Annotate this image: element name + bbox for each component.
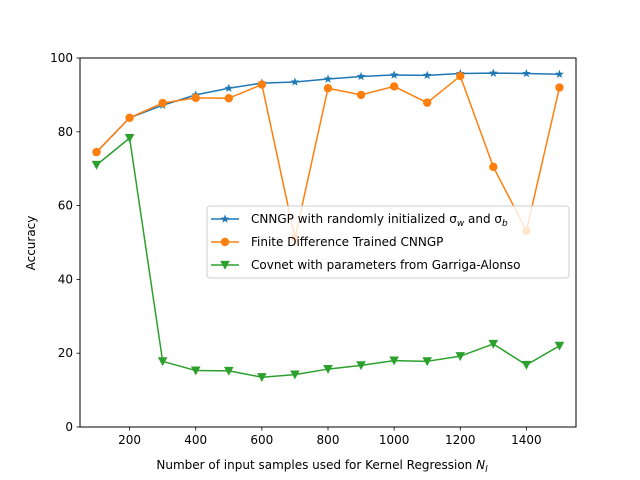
y-axis-label: Accuracy [24, 216, 38, 271]
data-point-s3-11 [422, 357, 432, 367]
y-tick-label: 40 [58, 272, 73, 286]
data-point-s3-12 [455, 352, 466, 361]
y-tick-label: 20 [58, 346, 73, 360]
data-point-s3-1 [91, 160, 102, 170]
x-tick-label: 1400 [511, 433, 542, 447]
data-point-s2-12 [456, 71, 465, 81]
plot-lines [91, 68, 565, 382]
x-axis-label: Number of input samples used for Kernel … [156, 458, 488, 475]
legend-label-3: Covnet with parameters from Garriga-Alon… [251, 258, 521, 272]
data-point-s3-5 [224, 366, 234, 376]
legend-marker-1 [220, 214, 230, 223]
x-tick-label: 400 [184, 433, 207, 447]
data-point-s3-2 [124, 133, 135, 143]
x-tick-label: 200 [118, 433, 141, 447]
data-point-s3-14 [521, 360, 532, 370]
data-point-s3-15 [554, 341, 565, 351]
y-axis-ticks: 0 20 40 60 80 100 [50, 51, 80, 434]
y-tick-label: 60 [58, 199, 73, 213]
data-point-s2-8 [323, 84, 333, 93]
data-point-s3-4 [190, 366, 201, 376]
x-axis-ticks: 200 400 600 800 1000 1200 1400 [118, 427, 542, 447]
data-point-s1-15 [555, 69, 564, 78]
data-point-s1-5 [224, 83, 234, 92]
data-point-s2-4 [191, 93, 200, 103]
data-point-s2-6 [257, 80, 267, 89]
legend-label-2: Finite Difference Trained CNNGP [251, 235, 443, 249]
data-point-s1-13 [488, 68, 498, 77]
data-point-s1-11 [422, 70, 432, 80]
data-point-s2-1 [92, 147, 101, 157]
legend-label-1: CNNGP with randomly initialized σw and σ… [251, 212, 508, 229]
data-point-s1-14 [522, 68, 531, 78]
y-tick-label: 100 [50, 51, 73, 65]
data-point-s3-3 [157, 357, 168, 367]
legend-marker-3 [220, 260, 230, 270]
data-point-s3-7 [290, 370, 300, 380]
data-point-s2-13 [489, 162, 498, 172]
data-point-s2-15 [555, 83, 564, 92]
data-point-s2-9 [356, 90, 366, 100]
legend-box [206, 205, 570, 279]
x-tick-label: 1200 [445, 433, 476, 447]
data-point-s1-7 [290, 77, 300, 86]
data-point-s1-9 [356, 71, 366, 81]
data-point-s2-3 [158, 98, 167, 108]
y-tick-label: 80 [58, 125, 73, 139]
x-tick-label: 800 [317, 433, 340, 447]
data-point-s1-10 [389, 70, 399, 79]
legend: CNNGP with randomly initialized σw and σ… [206, 205, 570, 279]
x-tick-label: 1000 [379, 433, 410, 447]
y-tick-label: 0 [65, 420, 73, 434]
data-point-s2-11 [423, 98, 432, 107]
x-tick-label: 600 [250, 433, 273, 447]
legend-marker-2 [220, 237, 230, 247]
data-point-s3-6 [257, 373, 267, 382]
data-point-s3-10 [389, 356, 399, 366]
data-point-s3-13 [488, 339, 499, 349]
data-point-s2-5 [224, 94, 233, 103]
data-point-s2-10 [389, 82, 399, 91]
data-point-s1-8 [323, 74, 333, 83]
data-point-s3-9 [356, 361, 366, 371]
data-point-s2-2 [125, 113, 134, 122]
data-point-s3-8 [323, 364, 333, 374]
